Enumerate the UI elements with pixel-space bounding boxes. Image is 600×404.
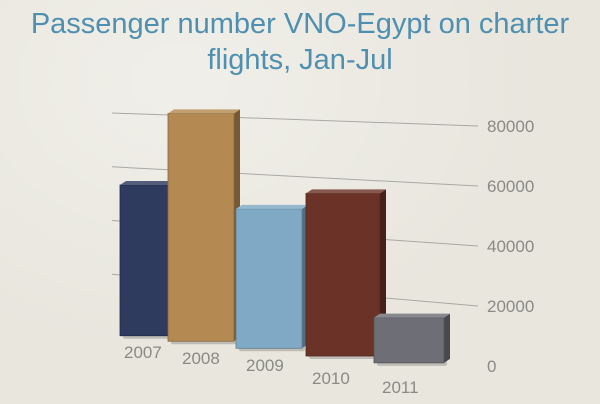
bar-top bbox=[168, 109, 240, 114]
bar-front bbox=[373, 317, 445, 364]
bar-top bbox=[374, 313, 450, 318]
x-tick-label: 2009 bbox=[246, 356, 284, 375]
bar-side bbox=[444, 313, 450, 363]
bars bbox=[119, 109, 450, 366]
x-tick-label: 2008 bbox=[182, 349, 220, 368]
bar-top bbox=[306, 189, 386, 194]
bar-top bbox=[236, 204, 308, 209]
bar-top bbox=[120, 180, 182, 185]
bar-front bbox=[235, 208, 303, 349]
x-tick-label: 2007 bbox=[124, 343, 162, 362]
y-tick-label: 40000 bbox=[487, 237, 534, 256]
chart-title-line-1: Passenger number VNO-Egypt on charter bbox=[30, 8, 570, 40]
y-tick-label: 80000 bbox=[487, 117, 534, 136]
chart-title-line-2: flights, Jan-Jul bbox=[207, 44, 393, 76]
bar-front bbox=[305, 192, 381, 357]
x-tick-label: 2010 bbox=[312, 369, 350, 388]
grid-line bbox=[111, 112, 479, 127]
bar bbox=[373, 313, 450, 366]
y-tick-label: 0 bbox=[487, 357, 496, 376]
chart-title: Passenger number VNO-Egypt on charter fl… bbox=[0, 6, 600, 78]
tick-labels: 0 20000 40000 60000 80000 2007 2008 2009 2010 201… bbox=[124, 117, 534, 397]
bar bbox=[167, 109, 240, 345]
bar-front bbox=[167, 112, 235, 342]
x-tick-label: 2011 bbox=[382, 378, 419, 397]
bar-front bbox=[119, 184, 177, 337]
y-tick-label: 20000 bbox=[487, 297, 534, 316]
y-tick-label: 60000 bbox=[487, 177, 534, 196]
bar bbox=[235, 204, 308, 352]
